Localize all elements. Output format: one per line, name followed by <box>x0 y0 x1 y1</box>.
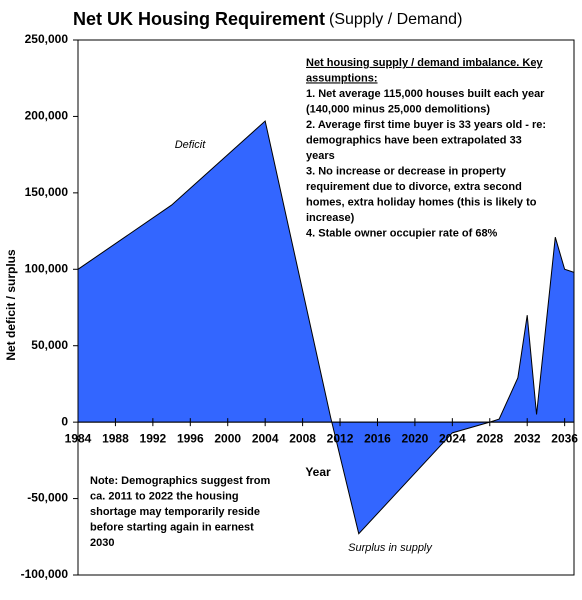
y-axis-label: Net deficit / surplus <box>4 249 18 361</box>
assumptions-line: demographics have been extrapolated 33 <box>306 134 522 146</box>
note-line: shortage may temporarily reside <box>90 506 260 518</box>
x-tick-label: 1988 <box>102 431 129 445</box>
y-tick-label: -100,000 <box>21 567 69 581</box>
assumptions-heading: Net housing supply / demand imbalance. K… <box>306 57 543 69</box>
assumptions-line: (140,000 minus 25,000 demolitions) <box>306 103 490 115</box>
assumptions-heading: assumptions: <box>306 72 378 84</box>
assumptions-line: homes, extra holiday homes (this is like… <box>306 196 537 208</box>
y-tick-label: 100,000 <box>25 261 69 275</box>
x-tick-label: 2004 <box>252 431 279 445</box>
x-tick-label: 2020 <box>402 431 429 445</box>
x-tick-label: 1996 <box>177 431 204 445</box>
y-tick-label: 200,000 <box>25 109 69 123</box>
y-tick-label: 150,000 <box>25 185 69 199</box>
annotation: Deficit <box>175 139 207 151</box>
x-tick-label: 1984 <box>65 431 92 445</box>
assumptions-line: 3. No increase or decrease in property <box>306 165 507 177</box>
x-tick-label: 1992 <box>140 431 167 445</box>
x-tick-label: 2008 <box>289 431 316 445</box>
x-tick-label: 2012 <box>327 431 354 445</box>
area <box>77 120 575 535</box>
assumptions-line: 1. Net average 115,000 houses built each… <box>306 88 545 100</box>
note-line: ca. 2011 to 2022 the housing <box>90 490 239 502</box>
assumptions-line: 4. Stable owner occupier rate of 68% <box>306 227 498 239</box>
x-tick-label: 2032 <box>514 431 541 445</box>
chart-title: Net UK Housing Requirement <box>73 9 325 29</box>
y-tick-label: 0 <box>61 414 68 428</box>
note-line: before starting again in earnest <box>90 521 254 533</box>
x-tick-label: 2000 <box>214 431 241 445</box>
annotation: Surplus in supply <box>348 542 433 554</box>
y-tick-label: 50,000 <box>31 338 68 352</box>
y-tick-label: 250,000 <box>25 32 69 46</box>
x-tick-label: 2016 <box>364 431 391 445</box>
chart-subtitle: (Supply / Demand) <box>329 11 462 28</box>
assumptions-line: increase) <box>306 212 355 224</box>
assumptions-line: years <box>306 150 335 162</box>
x-tick-label: 2036 <box>551 431 578 445</box>
assumptions-line: requirement due to divorce, extra second <box>306 181 522 193</box>
note-line: Note: Demographics suggest from <box>90 475 271 487</box>
y-tick-label: -50,000 <box>27 491 68 505</box>
x-tick-label: 2024 <box>439 431 466 445</box>
x-axis-label: Year <box>305 465 331 479</box>
assumptions-line: 2. Average first time buyer is 33 years … <box>306 119 546 131</box>
x-tick-label: 2028 <box>476 431 503 445</box>
note-line: 2030 <box>90 537 114 549</box>
